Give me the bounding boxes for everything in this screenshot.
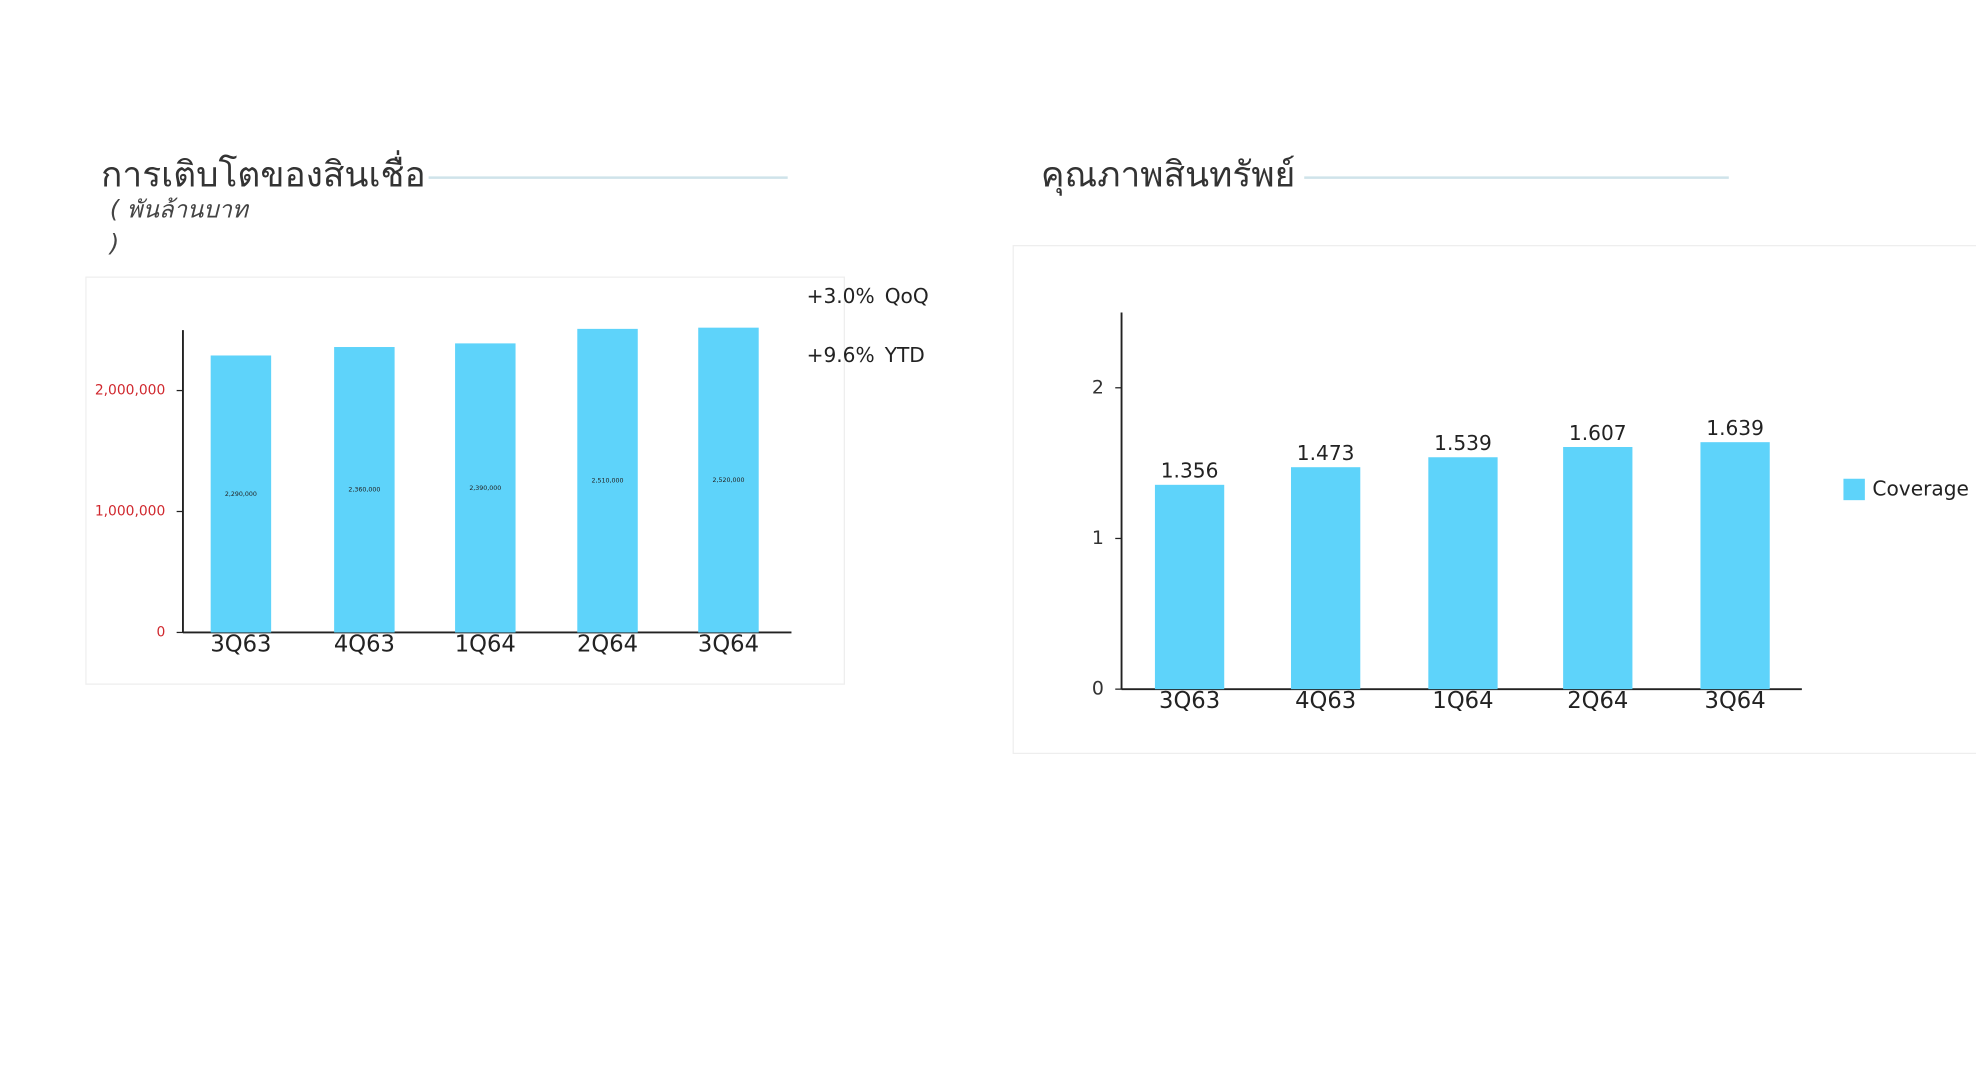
bar — [1563, 447, 1633, 690]
legend-label: Coverage r — [1872, 477, 1976, 501]
annotation: +9.6% — [807, 343, 875, 367]
data-label: 2,290,000 — [225, 491, 257, 498]
x-tick-label: 4Q63 — [334, 632, 395, 658]
chart-title: การเติบโตของสินเชื่อ — [101, 150, 426, 195]
y-tick-label: 1 — [1092, 527, 1104, 549]
subtitle: ) — [108, 229, 119, 257]
data-label: 1.539 — [1434, 431, 1492, 455]
x-tick-label: 3Q64 — [1705, 688, 1766, 714]
bar — [1290, 467, 1361, 690]
x-tick-label: 2Q64 — [1567, 688, 1628, 714]
chart-title: คุณภาพสินทรัพย์ — [1041, 154, 1295, 195]
annotation: YTD — [884, 343, 925, 367]
legend-swatch — [1843, 478, 1865, 501]
bar — [1700, 442, 1770, 690]
y-tick-label: 0 — [1092, 678, 1104, 700]
x-tick-label: 1Q64 — [455, 632, 516, 658]
data-label: 2,520,000 — [712, 477, 744, 484]
bar — [1154, 484, 1225, 690]
x-tick-label: 3Q63 — [1159, 688, 1220, 714]
data-label: 1.356 — [1161, 459, 1219, 483]
data-label: 1.639 — [1706, 416, 1764, 440]
x-tick-label: 1Q64 — [1432, 688, 1493, 714]
annotation: +3.0% — [807, 284, 875, 308]
annotation: QoQ — [885, 284, 929, 308]
y-tick-label: 1,000,000 — [95, 504, 165, 520]
bar — [577, 328, 638, 633]
y-tick-label: 0 — [156, 624, 165, 640]
data-label: 2,510,000 — [592, 478, 624, 485]
bar — [455, 343, 516, 633]
bar — [1428, 457, 1498, 690]
x-tick-label: 4Q63 — [1295, 688, 1356, 714]
subtitle: ( พันล้านบาท — [110, 195, 250, 223]
x-tick-label: 3Q63 — [210, 632, 271, 658]
data-label: 2,390,000 — [469, 485, 501, 492]
y-tick-label: 2 — [1092, 376, 1104, 398]
x-tick-label: 2Q64 — [577, 632, 638, 658]
x-tick-label: 3Q64 — [698, 632, 759, 658]
data-label: 1.473 — [1297, 441, 1355, 465]
bar — [698, 327, 759, 633]
data-label: 1.607 — [1569, 421, 1627, 445]
data-label: 2,360,000 — [348, 487, 380, 494]
y-tick-label: 2,000,000 — [95, 383, 165, 399]
bar — [334, 347, 395, 633]
bar — [210, 355, 272, 633]
